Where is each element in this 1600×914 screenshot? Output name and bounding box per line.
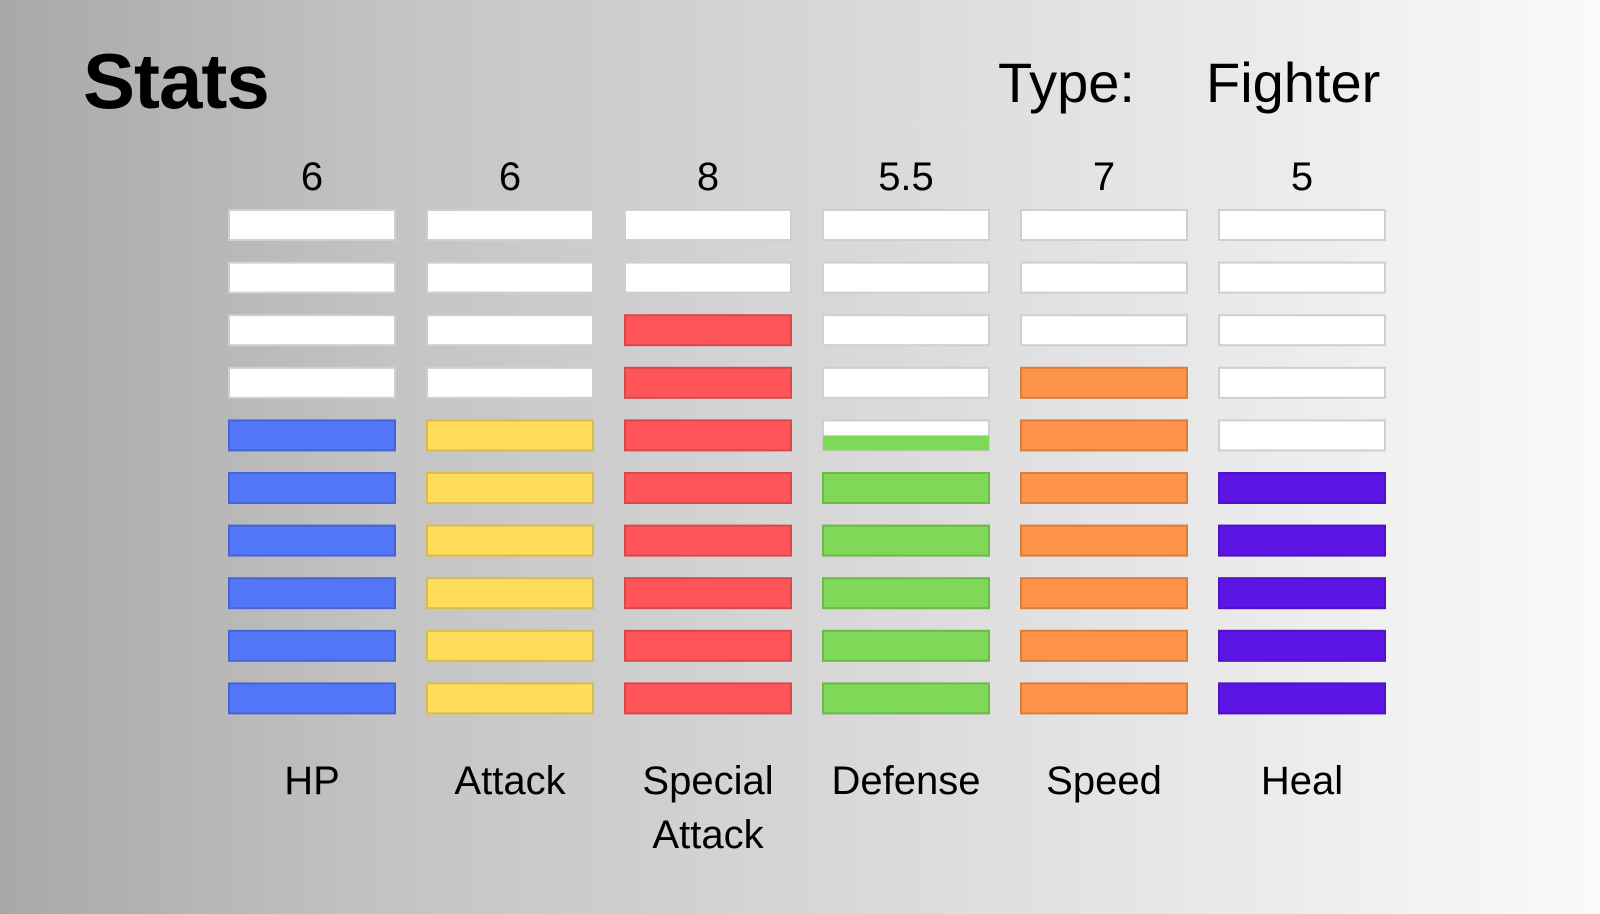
segment-heal-1 [1218, 682, 1386, 715]
segment-hp-7 [228, 366, 396, 399]
segment-heal-10 [1218, 209, 1386, 241]
segment-heal-2 [1218, 629, 1386, 662]
segment-hp-3 [228, 577, 396, 610]
stat-name-speed-line-1: Speed [1046, 759, 1162, 803]
segment-heal-9 [1218, 261, 1386, 294]
segment-speed-9 [1020, 261, 1188, 294]
segment-special-attack-4 [624, 524, 792, 557]
segment-special-attack-1 [624, 682, 792, 715]
segment-hp-5 [228, 472, 396, 504]
segment-special-attack-8 [624, 314, 792, 347]
segment-heal-8 [1218, 314, 1386, 347]
value-label-attack: 6 [499, 155, 521, 199]
segment-defense-3 [822, 577, 990, 610]
value-label-special-attack: 8 [697, 155, 719, 199]
stat-name-heal-line-1: Heal [1261, 759, 1343, 803]
segment-speed-10 [1020, 209, 1188, 241]
segment-speed-2 [1020, 629, 1188, 662]
segment-hp-4 [228, 524, 396, 557]
segment-hp-8 [228, 314, 396, 347]
stat-name-defense-line-1: Defense [832, 759, 981, 803]
segment-hp-2 [228, 629, 396, 662]
segment-speed-5 [1020, 472, 1188, 504]
segment-defense-1 [822, 682, 990, 715]
segment-speed-8 [1020, 314, 1188, 347]
segment-special-attack-5 [624, 472, 792, 504]
segment-heal-5 [1218, 472, 1386, 504]
value-label-speed: 7 [1093, 155, 1115, 199]
segment-attack-9 [426, 261, 594, 294]
segment-attack-3 [426, 577, 594, 610]
segment-defense-2 [822, 629, 990, 662]
value-label-defense: 5.5 [878, 155, 934, 199]
segment-hp-10 [228, 209, 396, 241]
segment-attack-8 [426, 314, 594, 347]
type-value: Fighter [1206, 51, 1381, 114]
segment-defense-8 [822, 314, 990, 347]
stat-name-special-attack-line-1: Special [642, 759, 773, 803]
segment-special-attack-9 [624, 261, 792, 294]
segment-heal-3 [1218, 577, 1386, 610]
segment-speed-6 [1020, 419, 1188, 452]
segment-hp-9 [228, 261, 396, 294]
segment-special-attack-7 [624, 366, 792, 399]
segment-speed-4 [1020, 524, 1188, 557]
segment-attack-4 [426, 524, 594, 557]
segment-attack-2 [426, 629, 594, 662]
value-label-hp: 6 [301, 155, 323, 199]
segment-special-attack-10 [624, 209, 792, 241]
segment-heal-7 [1218, 366, 1386, 399]
segment-defense-6 [822, 419, 990, 452]
segment-hp-1 [228, 682, 396, 715]
segment-special-attack-2 [624, 629, 792, 662]
segment-speed-3 [1020, 577, 1188, 610]
segment-defense-5 [822, 472, 990, 504]
segment-speed-7 [1020, 366, 1188, 399]
segment-defense-7 [822, 366, 990, 399]
segment-heal-4 [1218, 524, 1386, 557]
stat-name-hp-line-1: HP [284, 759, 340, 803]
stat-name-special-attack-line-2: Attack [652, 813, 764, 857]
segment-attack-5 [426, 472, 594, 504]
segment-attack-7 [426, 366, 594, 399]
segment-heal-6 [1218, 419, 1386, 452]
segment-attack-6 [426, 419, 594, 452]
segment-special-attack-6 [624, 419, 792, 452]
segment-defense-10 [822, 209, 990, 241]
segment-defense-4 [822, 524, 990, 557]
segment-attack-1 [426, 682, 594, 715]
stat-name-attack-line-1: Attack [454, 759, 566, 803]
page-title: Stats [83, 37, 270, 125]
segment-attack-10 [426, 209, 594, 241]
value-label-heal: 5 [1291, 155, 1313, 199]
type-label: Type: [998, 51, 1135, 114]
segment-speed-1 [1020, 682, 1188, 715]
segment-special-attack-3 [624, 577, 792, 610]
segment-defense-9 [822, 261, 990, 294]
segment-hp-6 [228, 419, 396, 452]
